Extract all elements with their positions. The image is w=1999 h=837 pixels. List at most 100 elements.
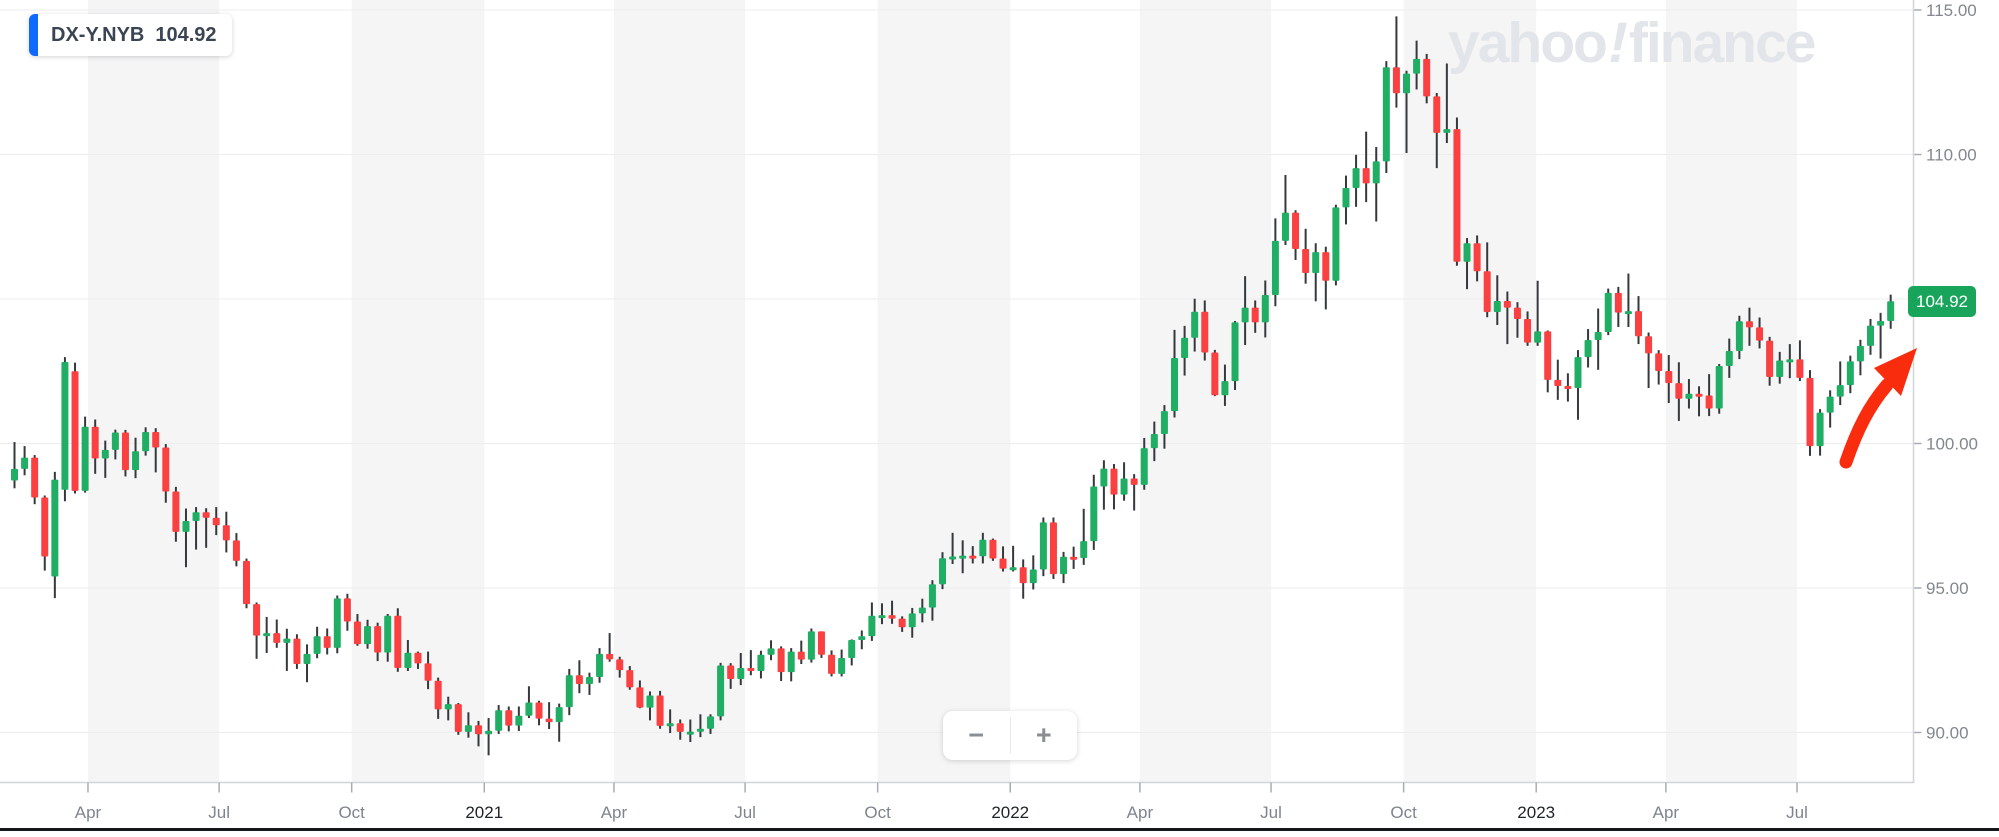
candle: [1745, 307, 1753, 346]
candle-body-down: [1695, 393, 1703, 397]
candle: [1181, 325, 1189, 376]
candle: [1796, 340, 1804, 382]
candle: [41, 495, 49, 571]
candle: [1201, 300, 1209, 361]
candle-body-down: [424, 663, 432, 681]
x-axis-label: Apr: [601, 803, 628, 822]
candle: [707, 714, 715, 734]
candle-body-up: [1413, 58, 1421, 74]
candle: [1140, 438, 1148, 490]
candle: [71, 362, 79, 494]
candle: [696, 714, 704, 738]
candle-body-down: [1201, 311, 1209, 353]
candle: [1503, 291, 1511, 345]
candle: [1665, 355, 1673, 404]
candle-body-up: [404, 652, 412, 669]
candle: [1221, 364, 1229, 406]
candle-body-down: [162, 447, 170, 492]
red-arrow-head: [1874, 348, 1917, 396]
quarter-stripe: [1139, 0, 1272, 783]
candle: [1544, 330, 1552, 393]
candle: [313, 626, 321, 659]
candle-body-up: [1372, 161, 1380, 184]
candle: [626, 666, 634, 690]
candle-body-down: [394, 615, 402, 669]
candle-body-down: [817, 631, 825, 655]
candle-body-down: [656, 695, 664, 726]
candle: [1039, 517, 1047, 577]
candle-body-up: [1181, 337, 1189, 358]
candle: [1675, 362, 1683, 421]
last-price-badge: 104.92: [1908, 286, 1976, 317]
candle: [323, 628, 331, 655]
zoom-out-button[interactable]: −: [943, 711, 1010, 760]
candle-body-down: [898, 618, 906, 628]
candle: [1070, 546, 1078, 569]
candle: [172, 486, 180, 542]
candle: [1312, 243, 1320, 302]
candle: [848, 639, 856, 666]
x-axis-label: 2021: [465, 803, 503, 822]
candle-body-up: [1867, 325, 1875, 346]
candle-body-down: [999, 558, 1007, 569]
candle-body-up: [515, 715, 523, 726]
candle-body-up: [1887, 301, 1895, 321]
candle-body-up: [11, 468, 18, 481]
candle-body-up: [1281, 212, 1289, 241]
candle: [81, 416, 89, 493]
candle: [273, 619, 281, 648]
candle: [1453, 117, 1461, 266]
candle: [1443, 63, 1451, 143]
candle-body-down: [232, 540, 240, 561]
candle: [807, 628, 815, 663]
candle: [1574, 350, 1582, 420]
candle-body-up: [928, 584, 936, 608]
candle-body-up: [767, 648, 775, 655]
candle: [1655, 350, 1663, 385]
candle: [162, 444, 170, 503]
y-axis-label: 90.00: [1926, 724, 1969, 743]
candle: [787, 648, 795, 682]
candle: [343, 593, 351, 631]
x-axis-label: Jul: [734, 803, 756, 822]
candle: [565, 668, 573, 716]
candle-body-down: [1433, 96, 1441, 133]
candle-body-down: [1130, 478, 1138, 485]
candle: [1836, 361, 1844, 406]
candle: [1493, 275, 1501, 326]
candle: [1705, 374, 1713, 417]
candle: [616, 656, 624, 678]
candle-body-up: [1624, 311, 1632, 315]
x-axis-label: Jul: [1786, 803, 1808, 822]
candle-body-down: [71, 371, 79, 491]
candle-body-up: [1332, 207, 1340, 281]
candle: [1271, 218, 1279, 307]
candle-body-up: [1060, 556, 1068, 575]
candle: [1594, 308, 1602, 370]
candle-body-up: [918, 607, 926, 614]
candle: [908, 607, 916, 638]
candle-body-down: [535, 702, 543, 719]
ticker-legend-chip: DX-Y.NYB 104.92: [29, 14, 232, 56]
candle-body-up: [1221, 381, 1229, 396]
candle: [1584, 329, 1592, 368]
candle-body-up: [939, 558, 947, 585]
candle: [1735, 315, 1743, 360]
candle-body-down: [616, 659, 624, 671]
candle-body-up: [263, 633, 271, 637]
zoom-in-button[interactable]: +: [1011, 711, 1078, 760]
candle-body-up: [878, 615, 886, 619]
candle-body-down: [989, 539, 997, 559]
candle-body-down: [1019, 567, 1027, 584]
candle-body-up: [737, 668, 745, 680]
candle-body-down: [1483, 271, 1491, 313]
candle: [132, 437, 140, 479]
candle: [21, 446, 29, 476]
y-axis-label: 100.00: [1926, 435, 1978, 454]
candle: [1856, 339, 1864, 376]
candle: [1624, 273, 1632, 328]
candle-body-up: [1312, 252, 1320, 273]
candle-body-down: [1070, 556, 1078, 560]
candle-body-down: [575, 675, 583, 684]
